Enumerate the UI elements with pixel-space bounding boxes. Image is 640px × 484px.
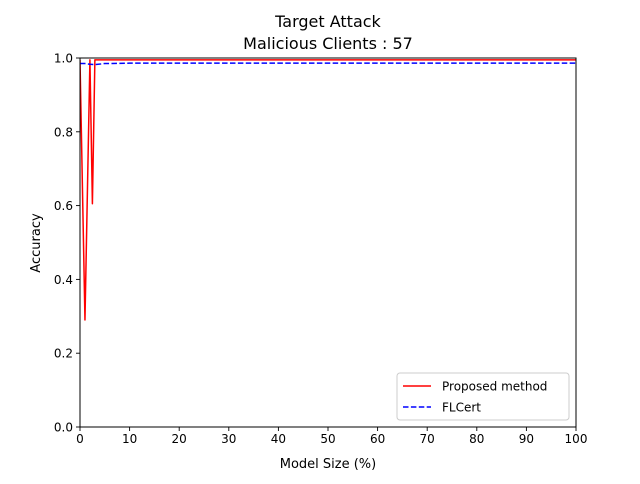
x-tick-label: 0 [76, 432, 84, 446]
x-tick-label: 50 [320, 432, 335, 446]
legend-box [396, 372, 570, 421]
chart-title-line-2: Malicious Clients : 57 [243, 34, 413, 53]
x-tick-label: 90 [519, 432, 534, 446]
x-tick-label: 20 [172, 432, 187, 446]
x-tick-label: 10 [122, 432, 137, 446]
y-tick-label: 0.0 [54, 421, 73, 435]
chart-title-line-1: Target Attack [274, 12, 381, 31]
series-line-2 [80, 62, 576, 66]
y-tick-label: 0.8 [54, 125, 73, 139]
y-tick-label: 1.0 [54, 52, 73, 66]
y-tick-label: 0.6 [54, 199, 73, 213]
series-line-1 [80, 59, 576, 321]
legend-label-1: Proposed method [442, 380, 547, 394]
y-tick-label: 0.2 [54, 347, 73, 361]
x-tick-label: 70 [420, 432, 435, 446]
plot-area [80, 59, 576, 321]
axes: 0 10 20 30 40 50 60 70 80 90 100 0.0 0.2 0.4 0.6 0.8 1.0 [54, 52, 588, 447]
legend: Proposed method FLCert [396, 372, 570, 421]
x-tick-label: 40 [271, 432, 286, 446]
y-axis-label: Accuracy [29, 213, 44, 273]
y-tick-label: 0.4 [54, 273, 73, 287]
x-axis-label: Model Size (%) [280, 457, 376, 472]
x-tick-label: 100 [565, 432, 588, 446]
x-tick-label: 30 [221, 432, 236, 446]
legend-label-2: FLCert [442, 401, 481, 415]
x-tick-label: 80 [469, 432, 484, 446]
x-tick-label: 60 [370, 432, 385, 446]
